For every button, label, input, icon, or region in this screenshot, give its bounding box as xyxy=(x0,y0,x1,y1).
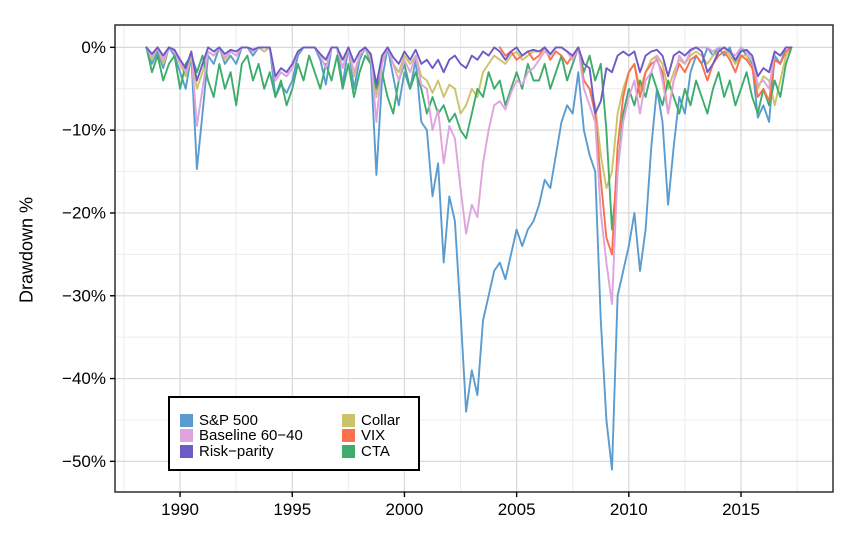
y-tick-label: −10% xyxy=(62,121,106,140)
legend-item-cta: CTA xyxy=(342,444,414,459)
y-tick-label: −30% xyxy=(62,286,106,305)
legend-label-vix: VIX xyxy=(361,427,386,445)
legend-box: S&P 500 Baseline 60−40 Risk−parity Colla… xyxy=(168,396,420,471)
legend-item-sp500: S&P 500 xyxy=(180,413,342,428)
x-tick-label: 1990 xyxy=(161,500,199,519)
x-tick-label: 2015 xyxy=(722,500,760,519)
legend-label-risk-parity: Risk−parity xyxy=(199,443,274,461)
panel-border xyxy=(114,24,834,493)
y-tick-label: −50% xyxy=(62,452,106,471)
x-tick-label: 2010 xyxy=(610,500,648,519)
x-tick-label: 1995 xyxy=(273,500,311,519)
x-tick-label: 2000 xyxy=(386,500,424,519)
series-line-risk-parity xyxy=(145,46,793,115)
legend-swatch-collar xyxy=(342,413,355,427)
legend-swatch-risk-parity xyxy=(180,445,193,459)
x-tick-label: 2005 xyxy=(498,500,536,519)
series-line-vix xyxy=(498,46,793,256)
legend-item-risk-parity: Risk−parity xyxy=(180,444,342,459)
legend-label-sp500: S&P 500 xyxy=(199,411,258,429)
legend-label-baseline-60-40: Baseline 60−40 xyxy=(199,427,303,445)
y-axis-title: Drawdown % xyxy=(16,196,37,304)
legend-item-baseline-60-40: Baseline 60−40 xyxy=(180,428,342,443)
legend-label-cta: CTA xyxy=(361,443,390,461)
legend-item-vix: VIX xyxy=(342,428,414,443)
y-tick-label: 0% xyxy=(81,38,106,57)
series-line-baseline-60-40 xyxy=(145,46,793,305)
legend-swatch-baseline-60-40 xyxy=(180,429,193,443)
y-tick-label: −20% xyxy=(62,203,106,222)
y-tick-label: −40% xyxy=(62,369,106,388)
legend-item-collar: Collar xyxy=(342,413,414,428)
legend-label-collar: Collar xyxy=(361,411,401,429)
series-line-cta xyxy=(145,46,793,231)
legend-swatch-cta xyxy=(342,445,355,459)
series-line-s-p-500 xyxy=(145,46,793,471)
legend-swatch-sp500 xyxy=(180,413,193,427)
legend-swatch-vix xyxy=(342,429,355,443)
